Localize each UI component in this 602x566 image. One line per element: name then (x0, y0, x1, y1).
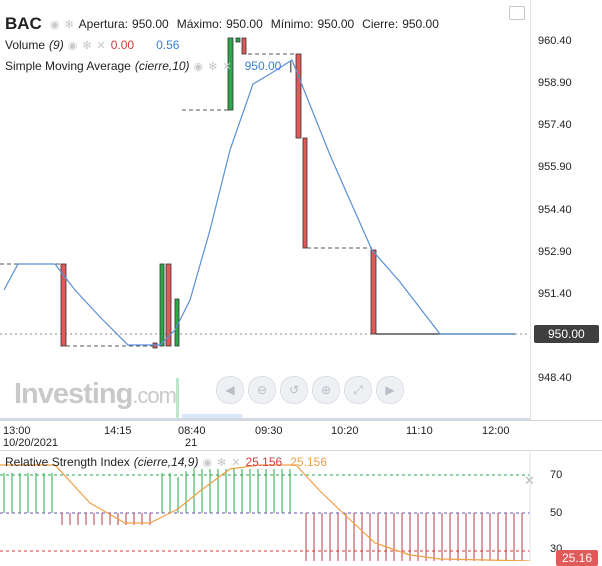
settings-icon[interactable] (509, 6, 525, 20)
high-label: Máximo: (176, 17, 223, 31)
rsi-legend: Relative Strength Index (cierre,14,9) ◉ … (5, 455, 327, 469)
price-tick: 955.90 (538, 161, 572, 173)
time-tick: 14:15 (104, 425, 132, 437)
volume-bar (176, 378, 179, 420)
sma-line (3, 59, 515, 346)
volume-value-up: 0.56 (156, 38, 180, 52)
sma-legend: Simple Moving Average (cierre,10) ◉ ✻ ✕ … (5, 59, 292, 73)
rsi-param: (cierre,14,9) (133, 455, 199, 469)
eye-icon[interactable]: ◉ (202, 456, 214, 469)
candle-up (235, 37, 241, 43)
reset-icon[interactable]: ↺ (280, 376, 308, 404)
zoom-in-icon[interactable]: ⊕ (312, 376, 340, 404)
price-tick: 960.40 (538, 35, 572, 47)
close-icon[interactable]: ✕ (222, 60, 233, 73)
open-label: Apertura: (78, 17, 129, 31)
candle-up (227, 37, 234, 111)
candle-up (159, 263, 165, 347)
volume-param: (9) (49, 38, 64, 52)
candle-down (295, 53, 302, 139)
gear-icon[interactable]: ✻ (217, 456, 228, 469)
investing-logo: Investing.com (14, 378, 177, 411)
zoom-out-icon[interactable]: ⊖ (248, 376, 276, 404)
price-chart[interactable] (0, 0, 530, 420)
time-tick: 12:00 (482, 425, 510, 437)
time-tick: 11:10 (406, 425, 433, 437)
rsi-svg (0, 451, 531, 562)
rsi-line (0, 464, 531, 562)
rsi-tick: 50 (550, 507, 563, 519)
candle-down (370, 249, 377, 335)
time-tick: 09:30 (255, 425, 283, 437)
rsi-up-bars (3, 469, 291, 513)
sma-param: (cierre,10) (134, 59, 190, 73)
gear-icon[interactable]: ✻ (64, 18, 75, 31)
price-tick: 957.40 (538, 119, 572, 131)
fit-icon[interactable]: ⤢ (344, 376, 372, 404)
high-value: 950.00 (226, 17, 263, 31)
price-tick: 952.90 (538, 246, 572, 258)
rsi-tick: 70 (550, 469, 563, 481)
rsi-down-bars (61, 513, 523, 561)
open-value: 950.00 (132, 17, 169, 31)
volume-label: Volume (5, 38, 46, 52)
sma-value: 950.00 (244, 59, 282, 73)
time-tick: 10:20 (331, 425, 359, 437)
rsi-signal-value: 25.156 (290, 455, 327, 469)
candle-down (165, 263, 172, 347)
eye-icon[interactable]: ◉ (193, 60, 205, 73)
close-label: Cierre: (362, 17, 399, 31)
rsi-panel[interactable]: Relative Strength Index (cierre,14,9) ◉ … (0, 450, 602, 566)
price-tick: 951.40 (538, 288, 572, 300)
volume-legend: Volume (9) ◉ ✻ ✕ 0.00 0.56 (5, 38, 179, 52)
low-label: Mínimo: (270, 17, 314, 31)
ohlc-legend: BAC ◉ ✻ Apertura: 950.00 Máximo: 950.00 … (5, 14, 439, 34)
eye-icon[interactable]: ◉ (67, 39, 79, 52)
time-subtick: 10/20/2021 (3, 437, 59, 449)
rsi-badge: 25.16 (556, 550, 599, 566)
logo-brand: Investing (14, 378, 133, 410)
cursor-caret: | (289, 59, 293, 73)
volume-value-down: 0.00 (110, 38, 135, 52)
sma-label: Simple Moving Average (5, 59, 131, 73)
volume-area (182, 414, 242, 420)
price-tick: 954.40 (538, 204, 572, 216)
close-icon[interactable]: ✕ (231, 456, 242, 469)
scroll-right-icon[interactable]: ▶ (376, 376, 404, 404)
time-tick: 13:00 (3, 425, 31, 437)
scroll-left-icon[interactable]: ◀ (216, 376, 244, 404)
close-value: 950.00 (402, 17, 439, 31)
gear-icon[interactable]: ✻ (82, 39, 93, 52)
price-tick: 958.90 (538, 77, 572, 89)
last-price-badge: 950.00 (534, 325, 599, 343)
time-subtick: 21 (185, 437, 198, 449)
time-axis: 13:00 10/20/2021 14:15 08:40 21 09:30 10… (0, 420, 602, 451)
price-axis: 960.40 958.90 957.40 955.90 954.40 952.9… (530, 0, 602, 420)
logo-suffix: .com (132, 383, 177, 408)
low-value: 950.00 (317, 17, 355, 31)
price-tick: 948.40 (538, 372, 572, 384)
rsi-label: Relative Strength Index (5, 455, 130, 469)
close-icon[interactable]: ✕ (96, 39, 107, 52)
candle-down (241, 37, 247, 55)
rsi-value: 25.156 (245, 455, 283, 469)
candle-down (60, 263, 67, 347)
symbol-title: BAC (5, 14, 42, 33)
time-tick: 08:40 (178, 425, 206, 437)
rsi-close-icon[interactable]: ✕ (524, 473, 535, 488)
gear-icon[interactable]: ✻ (208, 60, 219, 73)
candle-down (302, 137, 308, 249)
eye-icon[interactable]: ◉ (49, 18, 61, 31)
price-chart-svg (0, 37, 530, 420)
